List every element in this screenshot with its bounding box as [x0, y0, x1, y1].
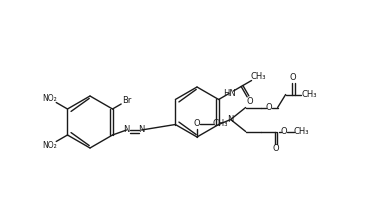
Text: CH₃: CH₃: [302, 90, 317, 99]
Text: HN: HN: [223, 89, 235, 98]
Text: CH₃: CH₃: [212, 120, 228, 129]
Text: N: N: [228, 115, 234, 124]
Text: NO₂: NO₂: [42, 141, 57, 150]
Text: O: O: [194, 120, 200, 129]
Text: O: O: [272, 144, 279, 153]
Text: N: N: [123, 125, 130, 135]
Text: O: O: [246, 97, 253, 106]
Text: O: O: [265, 103, 272, 112]
Text: CH₃: CH₃: [251, 72, 266, 81]
Text: Br: Br: [122, 97, 131, 106]
Text: NO₂: NO₂: [42, 94, 57, 103]
Text: CH₃: CH₃: [294, 127, 309, 136]
Text: O: O: [290, 73, 297, 82]
Text: N: N: [138, 125, 145, 135]
Text: O: O: [280, 127, 287, 136]
